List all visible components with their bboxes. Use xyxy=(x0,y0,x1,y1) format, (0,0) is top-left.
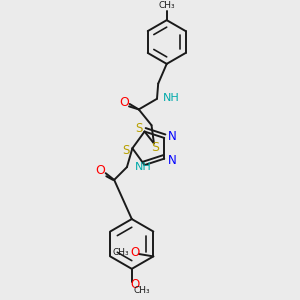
Text: S: S xyxy=(135,122,143,135)
Text: O: O xyxy=(130,246,139,259)
Text: CH₃: CH₃ xyxy=(113,248,130,257)
Text: N: N xyxy=(167,154,176,167)
Text: N: N xyxy=(167,130,176,143)
Text: CH₃: CH₃ xyxy=(134,286,150,295)
Text: CH₃: CH₃ xyxy=(158,1,175,10)
Text: S: S xyxy=(152,141,160,154)
Text: O: O xyxy=(130,278,140,291)
Text: S: S xyxy=(123,144,130,157)
Text: O: O xyxy=(119,96,129,109)
Text: O: O xyxy=(95,164,105,177)
Text: NH: NH xyxy=(163,93,180,103)
Text: NH: NH xyxy=(134,162,151,172)
